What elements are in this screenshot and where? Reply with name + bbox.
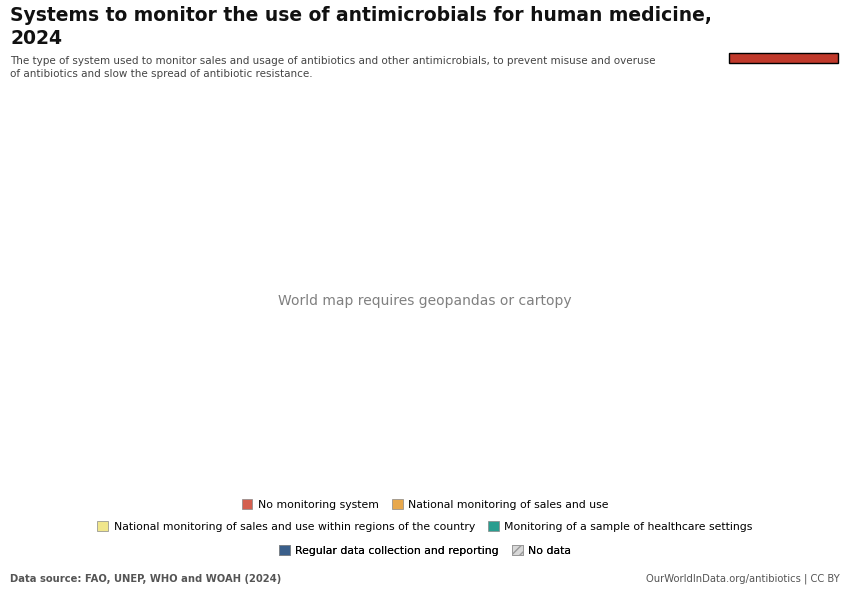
FancyBboxPatch shape	[729, 53, 838, 63]
Text: Data source: FAO, UNEP, WHO and WOAH (2024): Data source: FAO, UNEP, WHO and WOAH (20…	[10, 574, 281, 584]
Legend: Regular data collection and reporting, No data: Regular data collection and reporting, N…	[279, 545, 571, 556]
Text: Our World
in Data: Our World in Data	[756, 19, 812, 41]
Text: World map requires geopandas or cartopy: World map requires geopandas or cartopy	[278, 295, 572, 308]
Text: Systems to monitor the use of antimicrobials for human medicine,
2024: Systems to monitor the use of antimicrob…	[10, 6, 712, 48]
Text: The type of system used to monitor sales and usage of antibiotics and other anti: The type of system used to monitor sales…	[10, 56, 655, 79]
Text: OurWorldInData.org/antibiotics | CC BY: OurWorldInData.org/antibiotics | CC BY	[646, 574, 840, 584]
